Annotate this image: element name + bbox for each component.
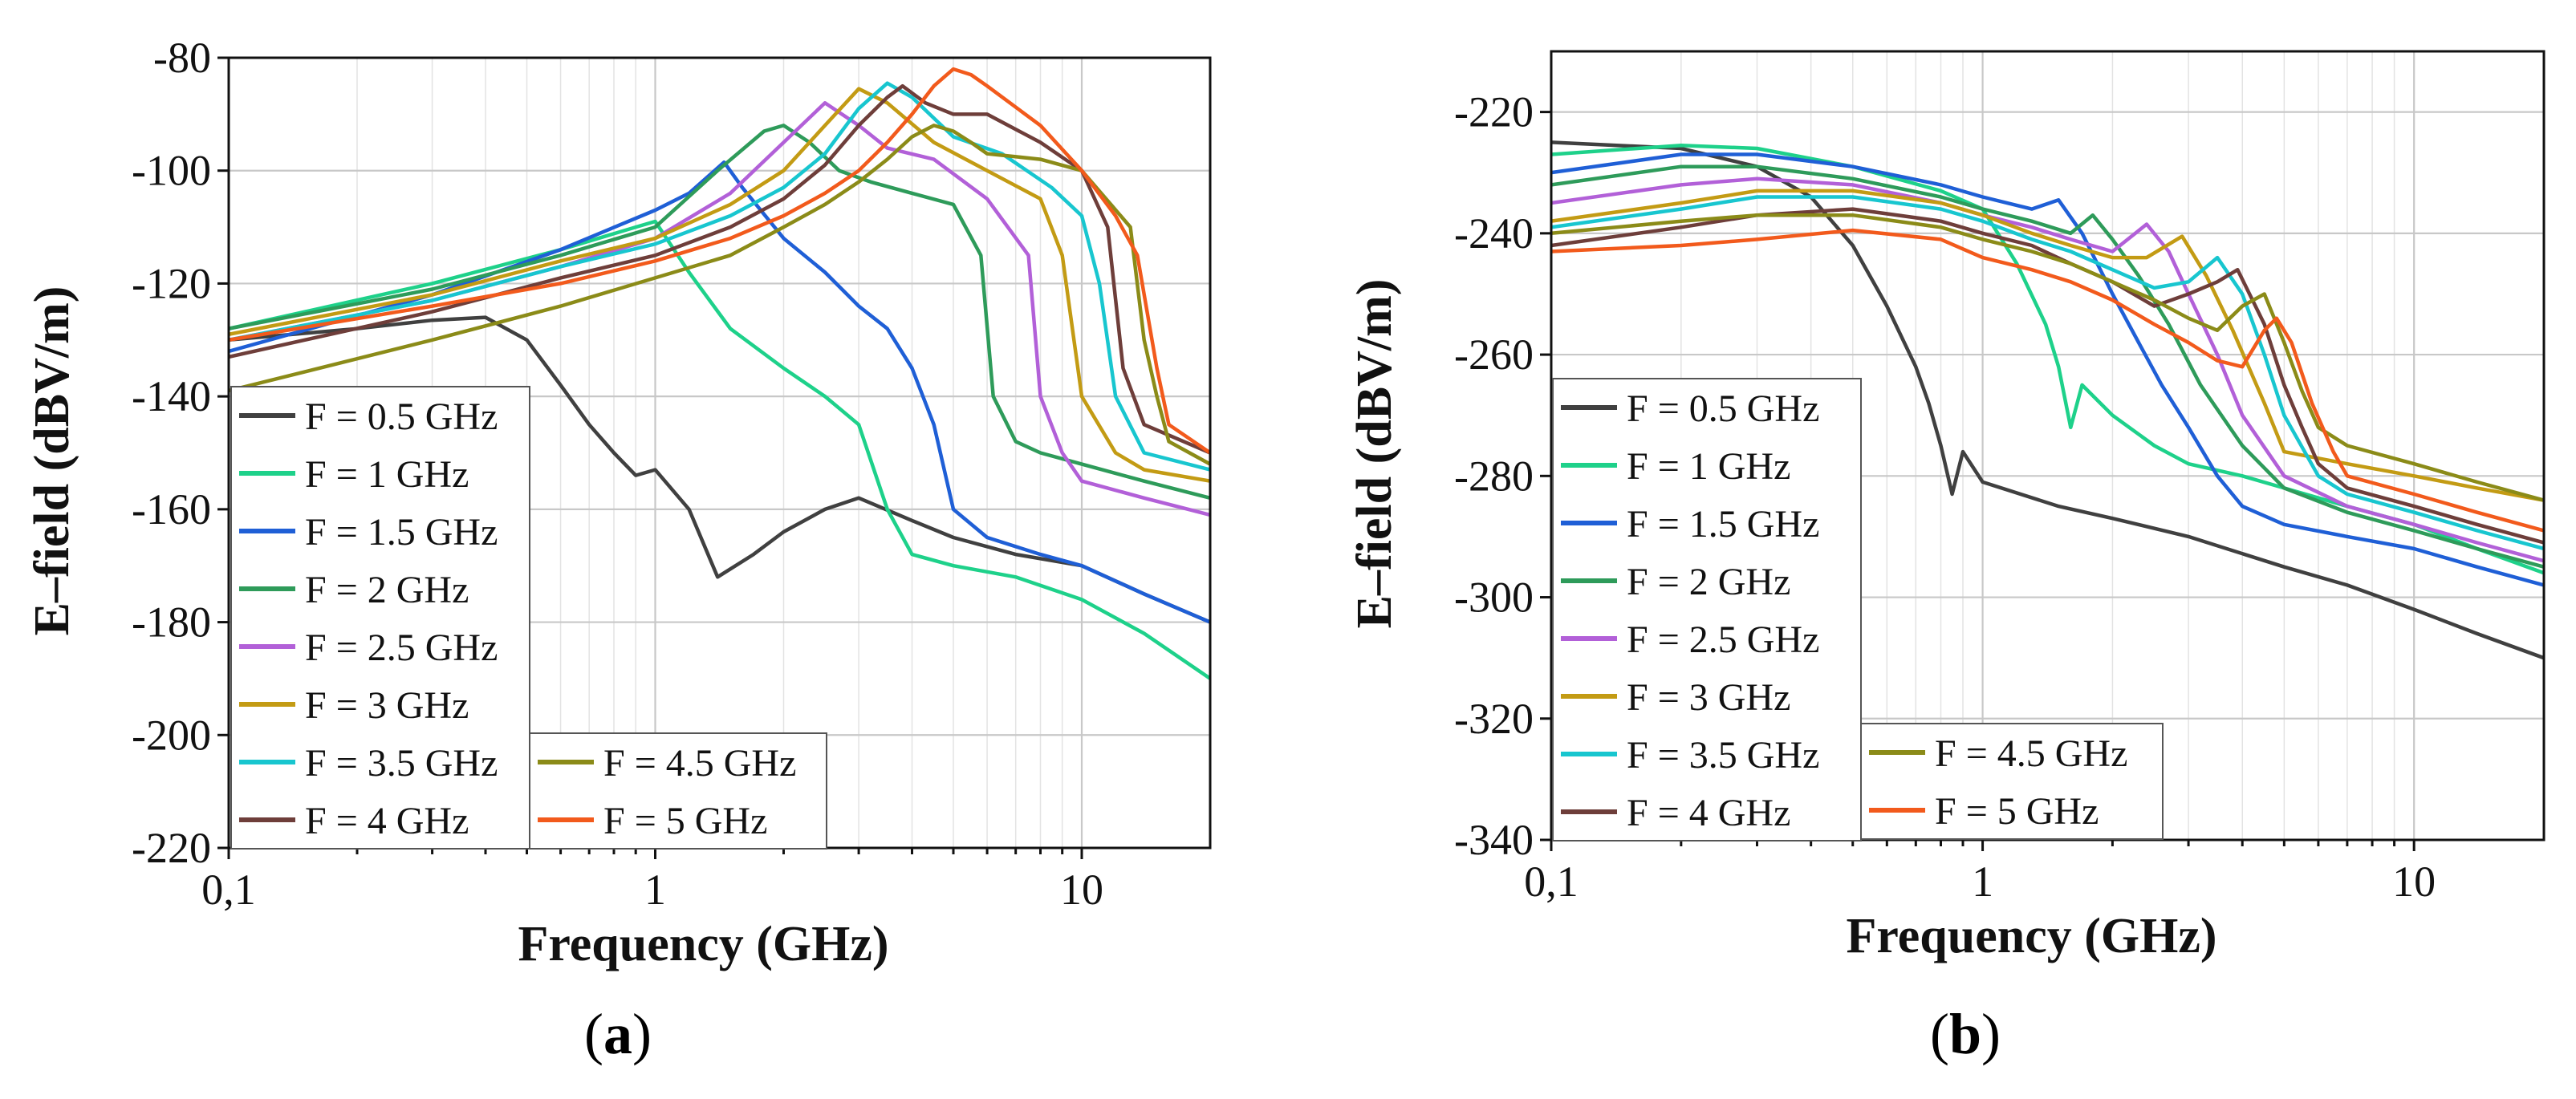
- legend-label-6: F = 3 GHz: [305, 684, 469, 727]
- chart-panel-a: 0,1 1 10 -80 -100 -120 -140 -160 -180 -200 -220 Fre…: [25, 34, 1212, 1066]
- series-line-9: [1551, 213, 2544, 502]
- legend-label-3: F = 1.5 GHz: [305, 511, 498, 554]
- legend-label-9: F = 4.5 GHz: [1935, 732, 2127, 775]
- y-tick-label: -260: [1454, 331, 1534, 379]
- series-line-1: [1551, 140, 2544, 660]
- legend-box: [529, 732, 827, 850]
- series-line-4: [1551, 164, 2544, 569]
- y-tick-label: -280: [1454, 452, 1534, 500]
- x-tick-label: 0,1: [201, 866, 256, 914]
- series-line-10: [229, 67, 1210, 455]
- legend-label-1: F = 0.5 GHz: [1627, 387, 1819, 430]
- x-tick-label: 1: [644, 866, 666, 914]
- series-line-2: [229, 219, 1210, 681]
- y-tick-label: -120: [132, 259, 211, 307]
- legend-label-1: F = 0.5 GHz: [305, 395, 498, 438]
- tick-marks: [1540, 111, 2416, 851]
- series-group: [229, 67, 1210, 681]
- x-axis-title: Frequency (GHz): [1846, 909, 2216, 963]
- y-tick-label: -200: [132, 711, 211, 759]
- panel-label-b: (b): [1930, 1002, 2001, 1066]
- y-tick-label: -140: [132, 372, 211, 420]
- legend-label-4: F = 2 GHz: [305, 569, 469, 611]
- chart-a: 0,1 1 10 -80 -100 -120 -140 -160 -180 -200 -220 Fre…: [25, 34, 1212, 971]
- series-line-6: [1551, 189, 2544, 502]
- x-tick-label: 10: [1060, 866, 1103, 914]
- series-line-3: [1551, 152, 2544, 587]
- legend-label-4: F = 2 GHz: [1627, 561, 1790, 603]
- series-line-3: [229, 160, 1210, 624]
- legend-label-2: F = 1 GHz: [1627, 445, 1790, 488]
- legend-label-5: F = 2.5 GHz: [1627, 618, 1819, 661]
- legend-label-10: F = 5 GHz: [603, 800, 767, 842]
- series-line-7: [1551, 195, 2544, 551]
- x-tick-label: 10: [2392, 858, 2436, 906]
- legend-box: [1860, 723, 2164, 840]
- legend-column-2: F = 4.5 GHz F = 5 GHz: [1860, 723, 2164, 840]
- legend-column-1: F = 0.5 GHz F = 1 GHz F = 1.5 GHz F = 2 GHz…: [230, 386, 530, 850]
- x-tick-label: 0,1: [1524, 858, 1579, 906]
- chart-panel-b: 0,1 1 10 -220 -240 -260 -280 -300 -320 -340 Freque…: [1288, 0, 2576, 1099]
- legend-label-3: F = 1.5 GHz: [1627, 503, 1819, 545]
- series-line-9: [229, 124, 1210, 466]
- x-axis-title: Frequency (GHz): [518, 917, 888, 971]
- series-line-4: [229, 124, 1210, 501]
- legend-label-8: F = 4 GHz: [1627, 792, 1790, 834]
- legend-box: [1552, 378, 1862, 841]
- y-tick-label: -100: [132, 147, 211, 195]
- chart-b: 0,1 1 10 -220 -240 -260 -280 -300 -320 -340 Freque…: [1347, 50, 2546, 963]
- y-tick-label: -220: [1454, 88, 1534, 136]
- y-tick-label: -240: [1454, 209, 1534, 258]
- legend-column-2: F = 4.5 GHz F = 5 GHz: [529, 732, 827, 850]
- series-line-8: [229, 83, 1210, 455]
- legend-label-9: F = 4.5 GHz: [603, 742, 796, 785]
- legend-label-6: F = 3 GHz: [1627, 676, 1790, 719]
- series-line-5: [1551, 176, 2544, 563]
- y-tick-label: -220: [132, 824, 211, 872]
- series-line-5: [229, 101, 1210, 517]
- panel-label-a: (a): [584, 1002, 652, 1066]
- legend-box: [230, 386, 530, 850]
- x-tick-label: 1: [1972, 858, 1993, 906]
- legend-label-5: F = 2.5 GHz: [305, 627, 498, 669]
- legend-label-7: F = 3.5 GHz: [305, 742, 498, 785]
- y-axis-title: E–field (dBV/m): [1347, 279, 1402, 629]
- legend-label-2: F = 1 GHz: [305, 453, 469, 496]
- tick-marks: [217, 56, 1083, 859]
- legend-column-1: F = 0.5 GHz F = 1 GHz F = 1.5 GHz F = 2 GHz…: [1552, 378, 1862, 841]
- y-tick-label: -300: [1454, 574, 1534, 622]
- series-line-10: [1551, 228, 2544, 533]
- series-line-8: [1551, 207, 2544, 545]
- series-line-6: [229, 87, 1210, 483]
- legend-label-8: F = 4 GHz: [305, 800, 469, 842]
- y-axis-title: E–field (dBV/m): [25, 286, 79, 636]
- legend-label-10: F = 5 GHz: [1935, 790, 2099, 833]
- y-tick-label: -80: [153, 34, 211, 82]
- y-tick-label: -320: [1454, 695, 1534, 743]
- y-tick-label: -160: [132, 485, 211, 533]
- y-tick-label: -180: [132, 598, 211, 647]
- y-tick-label: -340: [1454, 816, 1534, 864]
- legend-label-7: F = 3.5 GHz: [1627, 734, 1819, 777]
- series-line-1: [229, 315, 1210, 624]
- series-group: [1551, 140, 2544, 660]
